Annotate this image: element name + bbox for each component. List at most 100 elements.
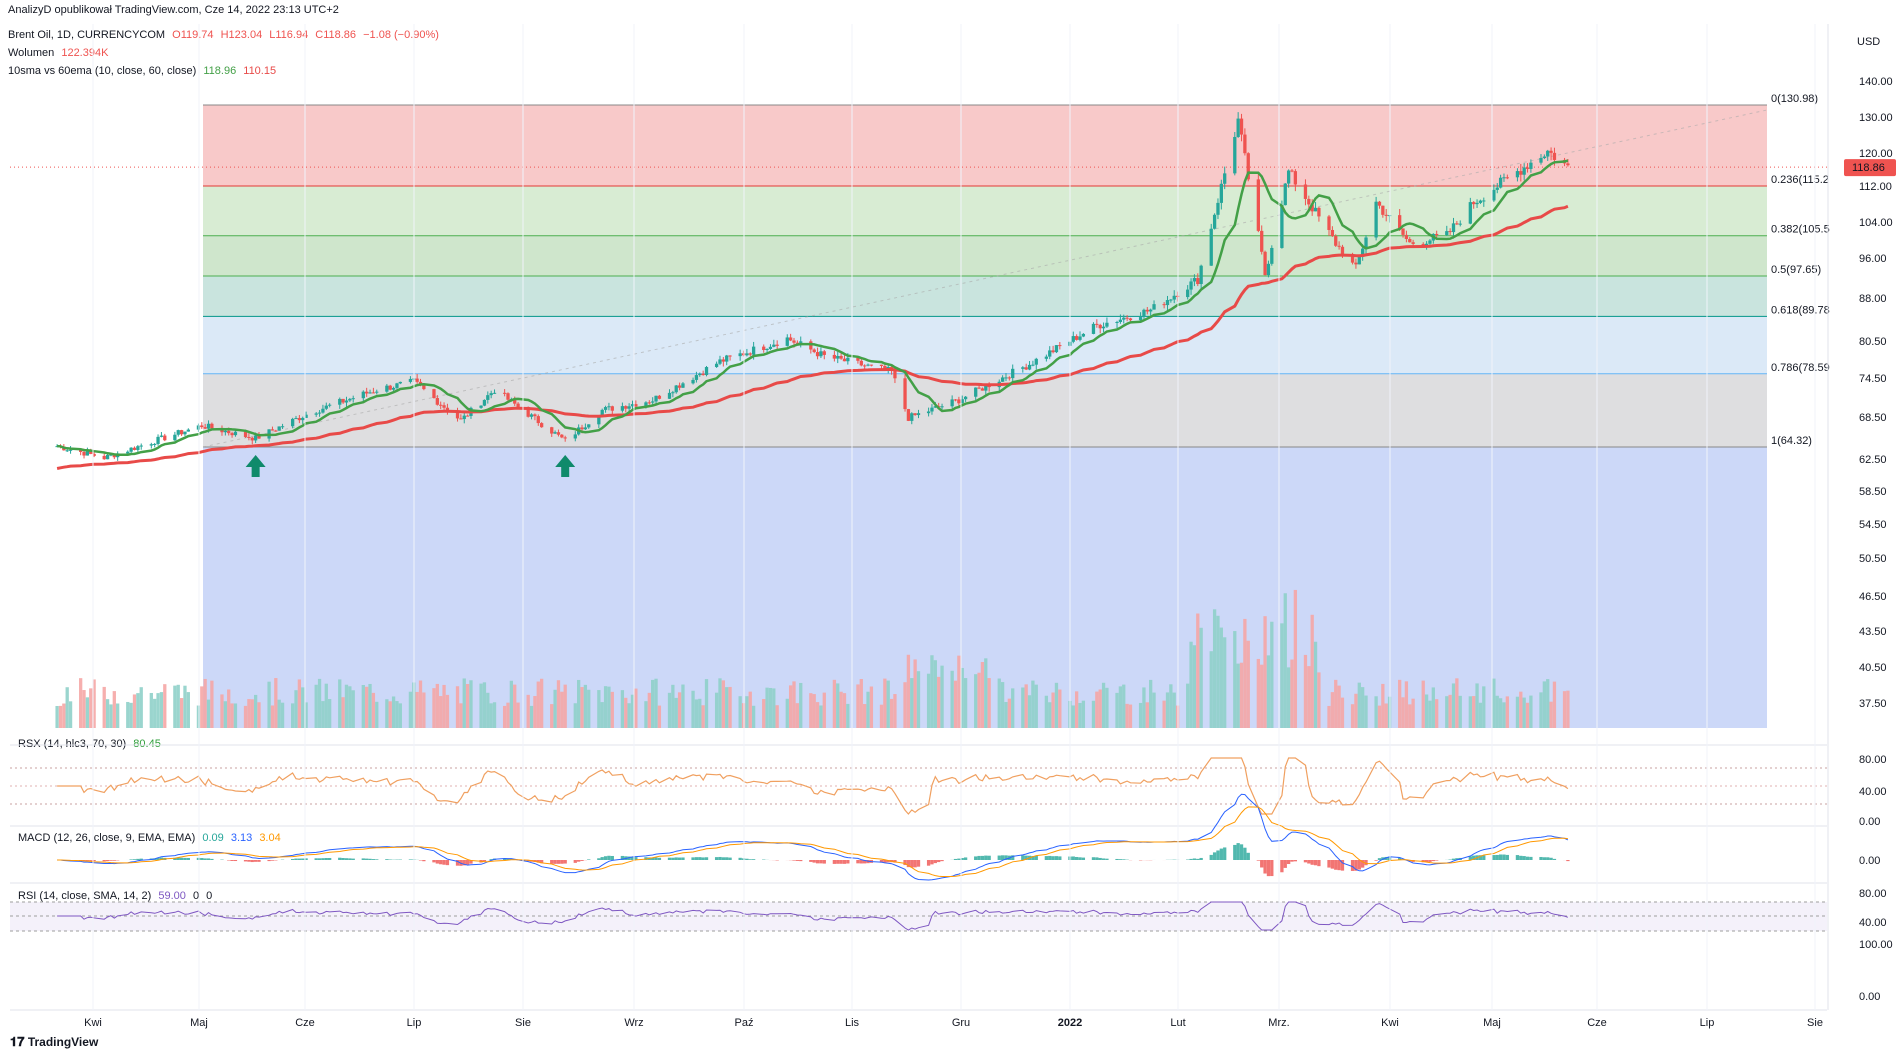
candle-body — [1186, 289, 1190, 298]
candle-body — [1377, 201, 1382, 206]
candle-body — [526, 406, 530, 417]
candle-body — [1239, 118, 1244, 135]
macd-hist — [799, 860, 803, 862]
volume-bar — [102, 686, 106, 728]
macd-hist — [371, 859, 376, 860]
candle-body — [479, 405, 483, 408]
volume-bar — [62, 703, 66, 728]
candle-body — [960, 399, 964, 404]
price-tick: 74.50 — [1859, 373, 1887, 385]
macd-hist — [1492, 855, 1496, 860]
candle-body — [1290, 170, 1294, 172]
candle-body — [227, 430, 231, 434]
volume-bar — [509, 680, 514, 728]
macd-hist — [1236, 843, 1240, 860]
macd-hist — [681, 857, 685, 860]
candle-body — [644, 402, 648, 407]
macd-hist — [1031, 856, 1035, 860]
volume-bar — [657, 705, 662, 728]
candle-body — [933, 406, 937, 408]
candle-body — [836, 355, 840, 359]
macd-hist — [1525, 856, 1530, 860]
macd-hist — [1307, 860, 1311, 864]
volume-bar — [351, 690, 355, 728]
macd-hist — [580, 860, 584, 861]
volume-bar — [1384, 703, 1388, 728]
volume-bar — [112, 691, 116, 728]
time-tick: Lis — [845, 1017, 860, 1029]
candle-body — [1196, 278, 1200, 285]
volume-bar — [1004, 701, 1008, 728]
candle-body — [536, 416, 540, 424]
volume-bar — [415, 691, 419, 728]
volume-bar — [889, 698, 894, 728]
macd-hist — [1313, 860, 1318, 866]
candle-body — [539, 423, 544, 428]
volume-bar — [940, 665, 944, 728]
macd-hist — [607, 855, 611, 860]
candle-body — [647, 402, 651, 404]
volume-bar — [1044, 695, 1049, 728]
macd-hist — [203, 858, 207, 860]
candle-body — [940, 406, 944, 408]
volume-bar — [270, 705, 275, 728]
price-tick: 40.50 — [1859, 662, 1887, 674]
candle-body — [1330, 229, 1335, 237]
volume-bar — [89, 688, 93, 728]
volume-bar — [644, 701, 648, 728]
volume-bars — [55, 589, 1570, 728]
candle-body — [1007, 377, 1011, 379]
volume-bar — [513, 684, 517, 728]
symbol-legend: Brent Oil, 1D, CURRENCYCOM O119.74 H123.… — [8, 29, 443, 41]
candle-body — [1566, 163, 1570, 166]
macd-hist — [1071, 856, 1075, 860]
candle-body — [102, 455, 106, 460]
candle-body — [1502, 177, 1506, 179]
volume-bar — [906, 654, 911, 728]
candle-body — [1398, 215, 1402, 229]
volume-bar — [1340, 697, 1345, 728]
candle-body — [301, 417, 305, 421]
candle-body — [681, 383, 685, 388]
time-tick: Cze — [1587, 1017, 1607, 1029]
candle-body — [583, 427, 588, 430]
candle-body — [556, 432, 561, 435]
volume-bar — [526, 694, 530, 728]
macd-hist — [489, 859, 493, 860]
volume-bar — [1152, 692, 1156, 728]
macd-hist — [1095, 857, 1099, 860]
candle-body — [1024, 367, 1028, 370]
price-tick: 37.50 — [1859, 698, 1887, 710]
volume-bar — [1472, 696, 1476, 728]
macd-hist — [375, 859, 379, 860]
macd-hist — [267, 860, 271, 862]
macd-hist — [577, 860, 581, 862]
volume-bar — [58, 705, 63, 728]
macd-hist — [953, 858, 958, 860]
macd-hist — [1011, 855, 1015, 860]
volume-bar — [506, 702, 510, 728]
candle-body — [1074, 336, 1079, 340]
volume-bar — [132, 694, 137, 728]
macd-hist — [751, 859, 756, 860]
candle-body — [694, 375, 699, 380]
macd-hist — [435, 860, 439, 864]
volume-bar — [718, 678, 722, 728]
candle-body — [560, 434, 564, 438]
candle-body — [1081, 333, 1086, 337]
volume-bar — [1270, 621, 1274, 728]
candle-body — [388, 385, 392, 390]
candle-body — [573, 434, 577, 439]
macd-hist — [179, 857, 184, 860]
macd-hist — [156, 857, 160, 860]
volume-bar — [1054, 682, 1059, 728]
fib-label-0: 0(130.98) — [1771, 93, 1818, 105]
candle-body — [156, 436, 160, 444]
macd-hist — [159, 857, 164, 860]
volume-bar — [1455, 678, 1459, 728]
volume-bar — [1125, 703, 1129, 728]
candle-body — [321, 408, 325, 413]
candle-body — [1404, 234, 1409, 240]
volume-bar — [953, 680, 958, 728]
